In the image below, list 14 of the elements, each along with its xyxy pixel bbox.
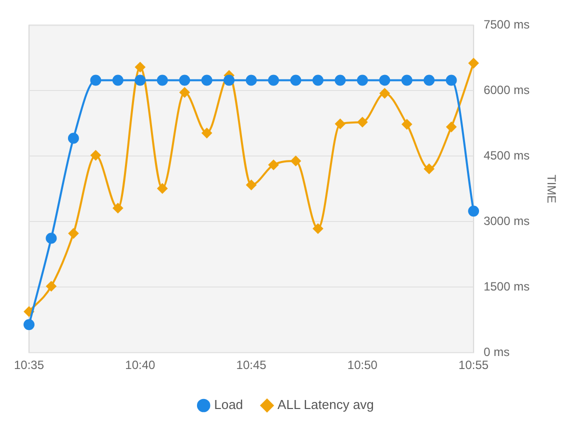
y-axis-title: TIME — [544, 174, 558, 204]
y-tick-label: 7500 ms — [484, 18, 530, 32]
x-tick-label: 10:55 — [458, 358, 489, 372]
y-tick-label: 4500 ms — [484, 148, 530, 162]
y-tick-label: 6000 ms — [484, 82, 530, 97]
legend-label: Load — [214, 397, 244, 412]
y-tick-label: 1500 ms — [484, 279, 530, 294]
x-tick-label: 10:50 — [347, 358, 378, 372]
legend-label: ALL Latency avg — [278, 397, 374, 412]
x-tick-label: 10:35 — [14, 358, 44, 372]
x-tick-label: 10:40 — [125, 358, 156, 372]
x-tick-label: 10:45 — [236, 358, 267, 372]
y-tick-label: 3000 ms — [484, 214, 530, 228]
y-tick-label: 0 ms — [484, 344, 510, 359]
